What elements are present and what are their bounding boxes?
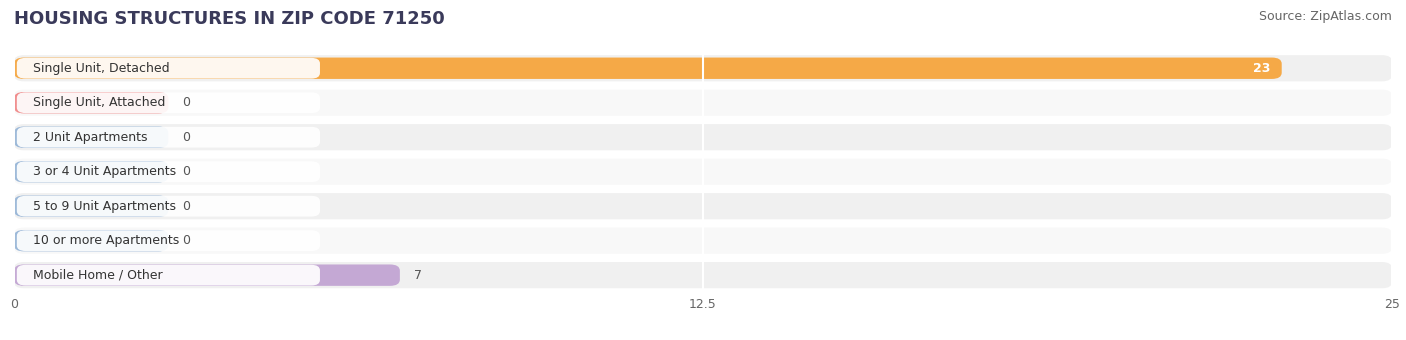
Text: 23: 23 [1253, 62, 1271, 75]
FancyBboxPatch shape [17, 230, 321, 251]
Text: Single Unit, Attached: Single Unit, Attached [34, 96, 166, 109]
Text: HOUSING STRUCTURES IN ZIP CODE 71250: HOUSING STRUCTURES IN ZIP CODE 71250 [14, 10, 444, 28]
Text: 2 Unit Apartments: 2 Unit Apartments [34, 131, 148, 144]
FancyBboxPatch shape [14, 193, 1392, 219]
Text: 7: 7 [413, 269, 422, 282]
Text: Source: ZipAtlas.com: Source: ZipAtlas.com [1258, 10, 1392, 23]
FancyBboxPatch shape [14, 265, 399, 286]
Text: Single Unit, Detached: Single Unit, Detached [34, 62, 170, 75]
FancyBboxPatch shape [14, 55, 1392, 81]
FancyBboxPatch shape [14, 227, 1392, 254]
FancyBboxPatch shape [14, 230, 169, 251]
FancyBboxPatch shape [14, 124, 1392, 150]
FancyBboxPatch shape [14, 90, 1392, 116]
Text: 0: 0 [183, 131, 190, 144]
FancyBboxPatch shape [17, 127, 321, 148]
FancyBboxPatch shape [17, 58, 321, 79]
FancyBboxPatch shape [17, 162, 321, 182]
FancyBboxPatch shape [14, 92, 169, 114]
Text: 0: 0 [183, 96, 190, 109]
FancyBboxPatch shape [17, 92, 321, 113]
Text: 0: 0 [183, 200, 190, 213]
Text: 10 or more Apartments: 10 or more Apartments [34, 234, 180, 247]
FancyBboxPatch shape [14, 126, 169, 148]
FancyBboxPatch shape [14, 262, 1392, 288]
FancyBboxPatch shape [17, 265, 321, 286]
FancyBboxPatch shape [14, 158, 1392, 185]
Text: 0: 0 [183, 165, 190, 178]
Text: 5 to 9 Unit Apartments: 5 to 9 Unit Apartments [34, 200, 176, 213]
FancyBboxPatch shape [14, 57, 1282, 79]
FancyBboxPatch shape [17, 196, 321, 217]
Text: 3 or 4 Unit Apartments: 3 or 4 Unit Apartments [34, 165, 177, 178]
FancyBboxPatch shape [14, 195, 169, 217]
FancyBboxPatch shape [14, 161, 169, 182]
Text: 0: 0 [183, 234, 190, 247]
Text: Mobile Home / Other: Mobile Home / Other [34, 269, 163, 282]
